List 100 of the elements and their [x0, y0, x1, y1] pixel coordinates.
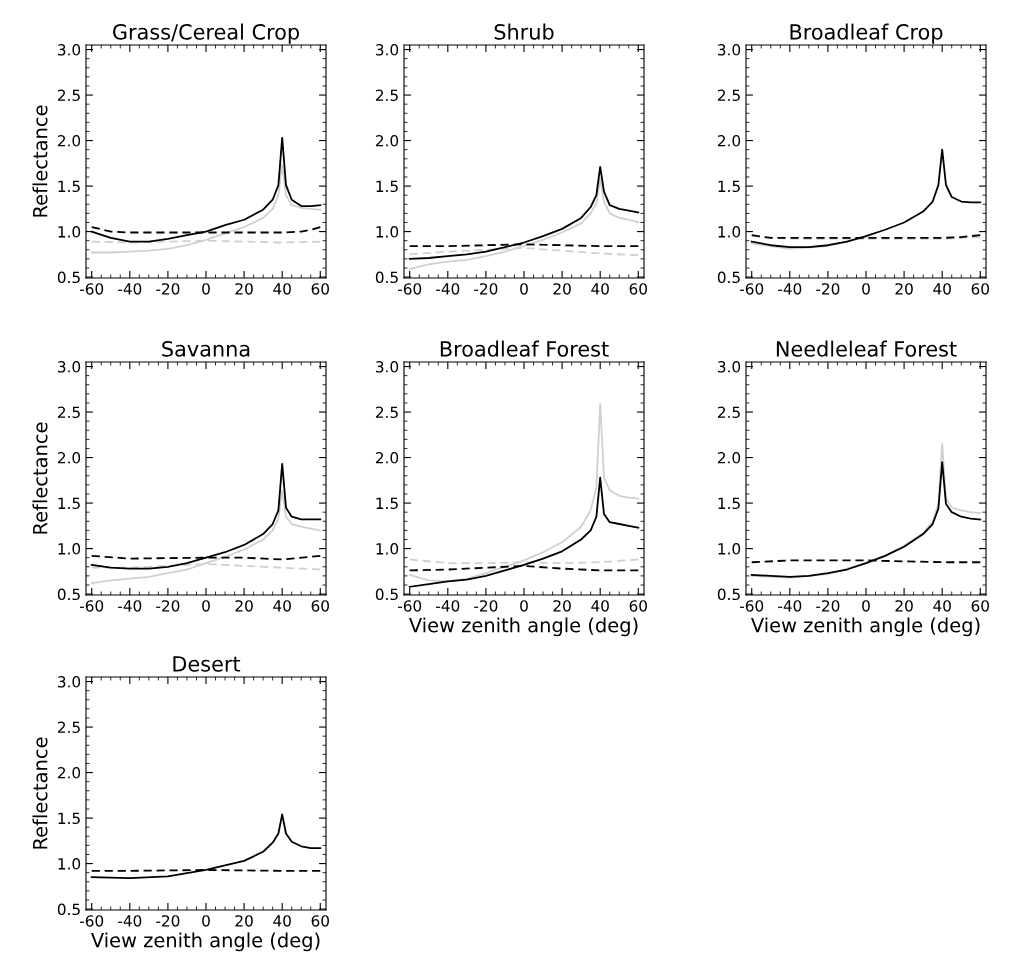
- y-tick-label: 0.5: [57, 588, 80, 601]
- x-tick-label: 20: [895, 600, 913, 612]
- x-tick-label: -60: [739, 283, 764, 295]
- x-tick-label: -40: [436, 600, 460, 612]
- x-tick-label: 20: [235, 600, 253, 612]
- x-tick-label: -40: [778, 283, 802, 295]
- chart-title: Grass/Cereal Crop: [113, 23, 299, 44]
- x-tick-label: -60: [739, 600, 764, 612]
- x-tick-label: 0: [202, 283, 210, 295]
- chart-title: Needleleaf Forest: [776, 340, 957, 357]
- y-tick-label: 2.0: [717, 452, 741, 464]
- x-tick-label: 40: [273, 600, 291, 612]
- y-tick-label: 1.5: [718, 180, 740, 193]
- y-tick-label: 3.0: [376, 44, 399, 56]
- x-tick-label: 20: [553, 283, 571, 295]
- x-axis-title: View zenith angle (deg): [91, 932, 320, 952]
- y-tick-label: 3.0: [58, 676, 81, 688]
- x-tick-label: -20: [816, 283, 840, 295]
- y-tick-label: 1.5: [376, 180, 398, 193]
- x-tick-label: 40: [273, 915, 291, 927]
- y-tick-label: 2.0: [57, 135, 81, 147]
- chart-title: Savanna: [162, 340, 250, 357]
- x-tick-label: 60: [311, 600, 329, 612]
- chart-title: Desert: [173, 656, 241, 672]
- x-tick-label: 60: [629, 600, 647, 612]
- y-tick-label: 1.0: [376, 543, 399, 555]
- x-tick-label: 0: [202, 600, 210, 612]
- x-tick-label: -20: [156, 283, 180, 295]
- x-tick-label: 20: [553, 600, 571, 612]
- x-tick-label: -40: [436, 283, 460, 295]
- x-tick-label: 0: [202, 915, 210, 927]
- y-axis-title: Reflectance: [32, 737, 48, 849]
- x-tick-label: 0: [862, 600, 870, 612]
- x-tick-label: 40: [933, 283, 951, 295]
- y-tick-label: 1.5: [718, 497, 740, 510]
- x-tick-label: -20: [474, 600, 498, 612]
- y-tick-label: 2.5: [375, 89, 398, 102]
- x-tick-label: 60: [311, 283, 329, 295]
- x-tick-label: -60: [79, 283, 104, 295]
- y-tick-label: 0.5: [717, 271, 740, 284]
- x-tick-label: 40: [591, 283, 609, 295]
- y-tick-label: 2.0: [57, 452, 81, 464]
- x-tick-label: 0: [862, 283, 870, 295]
- y-tick-label: 1.5: [376, 497, 398, 510]
- y-tick-label: 2.0: [717, 135, 741, 147]
- y-tick-label: 3.0: [718, 44, 741, 56]
- x-tick-label: 40: [273, 283, 291, 295]
- x-tick-label: 60: [629, 283, 647, 295]
- y-tick-label: 3.0: [718, 361, 741, 373]
- y-tick-label: 2.5: [717, 406, 740, 419]
- y-tick-label: 2.0: [375, 452, 399, 464]
- line-series: [408, 177, 640, 270]
- y-tick-label: 0.5: [57, 903, 80, 916]
- y-tick-label: 1.5: [58, 497, 80, 510]
- x-tick-label: -20: [156, 915, 180, 927]
- y-tick-label: 0.5: [57, 271, 80, 284]
- x-tick-label: -40: [778, 600, 802, 612]
- y-tick-label: 2.5: [57, 721, 80, 734]
- y-axis-title: Reflectance: [32, 422, 48, 534]
- x-tick-label: -60: [79, 600, 104, 612]
- y-tick-label: 2.5: [717, 89, 740, 102]
- y-tick-label: 3.0: [58, 361, 81, 373]
- chart-title: Shrub: [494, 23, 554, 40]
- y-tick-label: 2.5: [375, 406, 398, 419]
- y-tick-label: 0.5: [717, 588, 740, 601]
- x-tick-label: 40: [933, 600, 951, 612]
- x-tick-label: 0: [520, 283, 528, 295]
- chart-title: Broadleaf Crop: [790, 23, 943, 44]
- line-series: [90, 164, 322, 254]
- y-tick-label: 1.5: [58, 812, 80, 825]
- y-tick-label: 1.0: [58, 543, 81, 555]
- y-tick-label: 2.5: [57, 406, 80, 419]
- y-tick-label: 2.0: [57, 767, 81, 779]
- y-tick-label: 1.0: [58, 226, 81, 238]
- x-tick-label: 60: [971, 283, 989, 295]
- x-tick-label: -20: [816, 600, 840, 612]
- y-axis-title: Reflectance: [32, 105, 48, 217]
- line-series: [408, 402, 640, 583]
- x-tick-label: 20: [895, 283, 913, 295]
- chart-title: Broadleaf Forest: [440, 340, 609, 357]
- y-tick-label: 1.0: [718, 226, 741, 238]
- y-tick-label: 2.0: [375, 135, 399, 147]
- x-tick-label: -40: [118, 600, 142, 612]
- x-tick-label: 60: [311, 915, 329, 927]
- x-tick-label: -20: [156, 600, 180, 612]
- x-tick-label: 20: [235, 283, 253, 295]
- x-tick-label: 60: [971, 600, 989, 612]
- x-tick-label: -20: [474, 283, 498, 295]
- y-tick-label: 1.0: [718, 543, 741, 555]
- x-tick-label: -60: [79, 915, 104, 927]
- x-tick-label: 20: [235, 915, 253, 927]
- y-tick-label: 3.0: [58, 44, 81, 56]
- y-tick-label: 1.5: [58, 180, 80, 193]
- x-axis-title: View zenith angle (deg): [409, 617, 638, 637]
- x-tick-label: -60: [397, 600, 422, 612]
- y-tick-label: 1.0: [376, 226, 399, 238]
- x-tick-label: -40: [118, 283, 142, 295]
- x-tick-label: -40: [118, 915, 142, 927]
- y-tick-label: 0.5: [375, 271, 398, 284]
- x-tick-label: -60: [397, 283, 422, 295]
